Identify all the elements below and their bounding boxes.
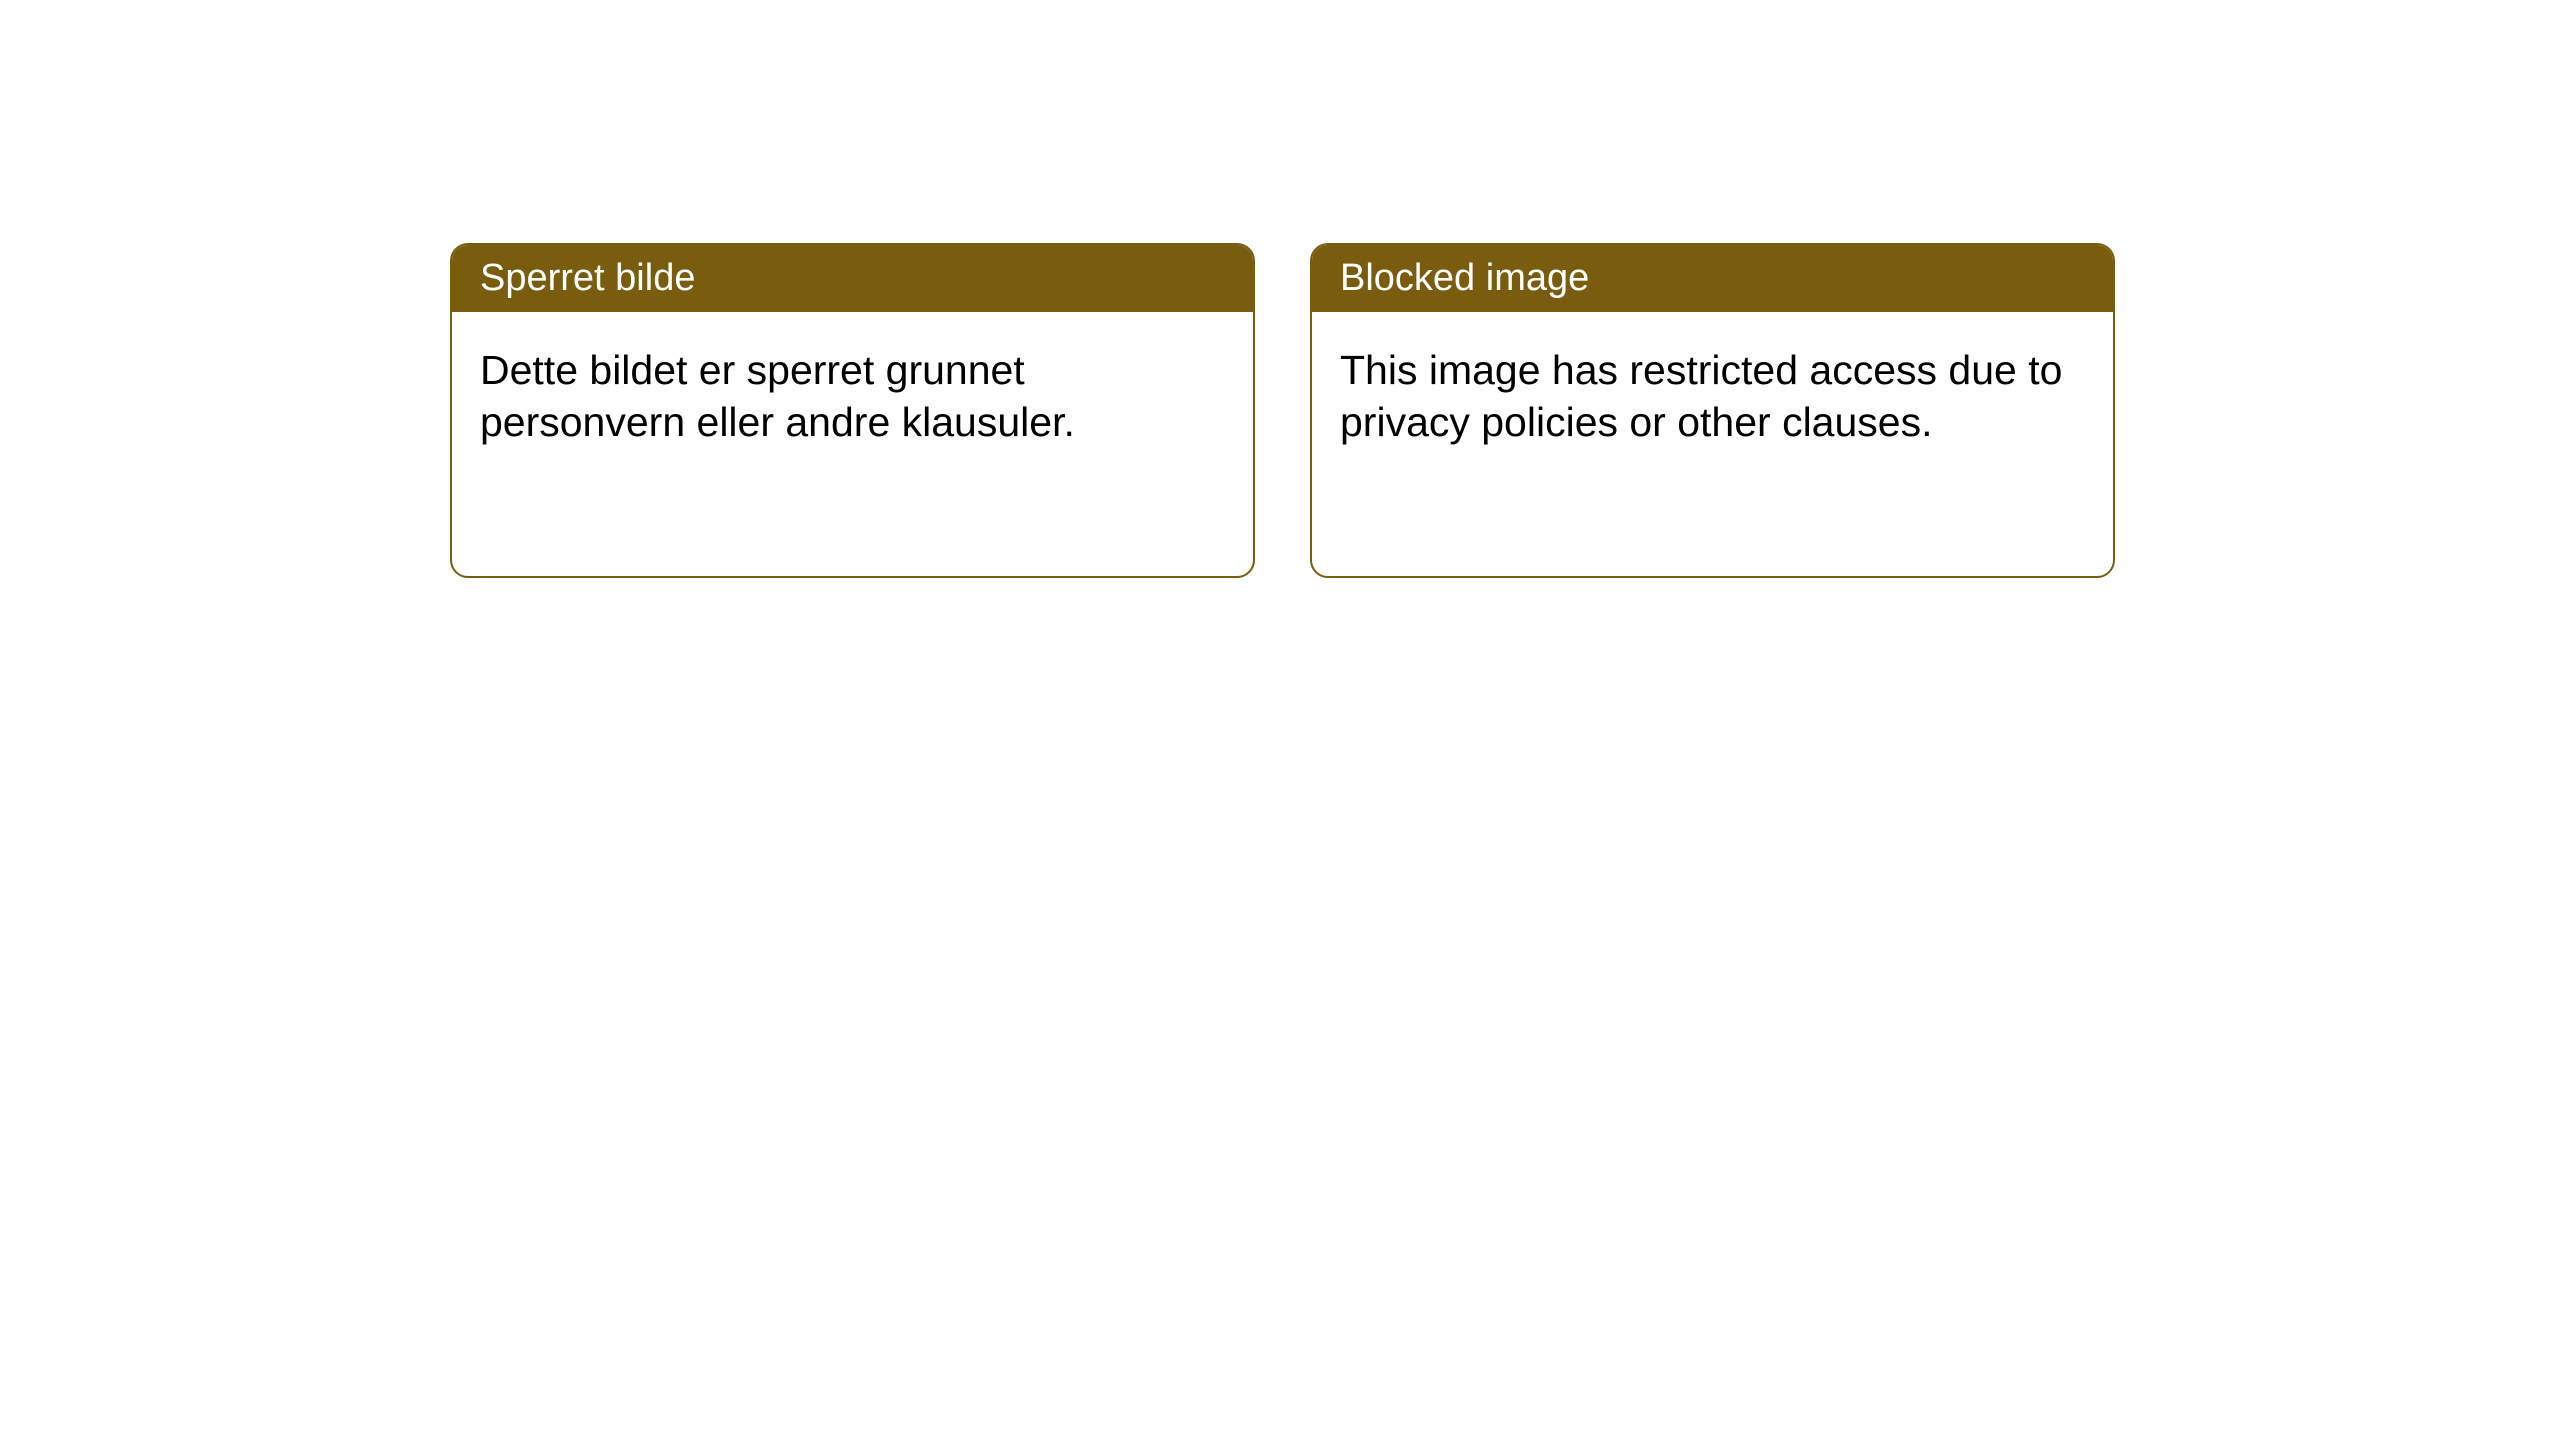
notice-body: Dette bildet er sperret grunnet personve… xyxy=(452,312,1253,481)
notice-box-norwegian: Sperret bilde Dette bildet er sperret gr… xyxy=(450,243,1255,578)
notice-container: Sperret bilde Dette bildet er sperret gr… xyxy=(0,0,2560,578)
notice-header: Blocked image xyxy=(1312,245,2113,312)
notice-header: Sperret bilde xyxy=(452,245,1253,312)
notice-title: Blocked image xyxy=(1340,257,1589,299)
notice-body: This image has restricted access due to … xyxy=(1312,312,2113,481)
notice-title: Sperret bilde xyxy=(480,257,695,299)
notice-body-text: This image has restricted access due to … xyxy=(1340,347,2062,445)
notice-box-english: Blocked image This image has restricted … xyxy=(1310,243,2115,578)
notice-body-text: Dette bildet er sperret grunnet personve… xyxy=(480,347,1075,445)
